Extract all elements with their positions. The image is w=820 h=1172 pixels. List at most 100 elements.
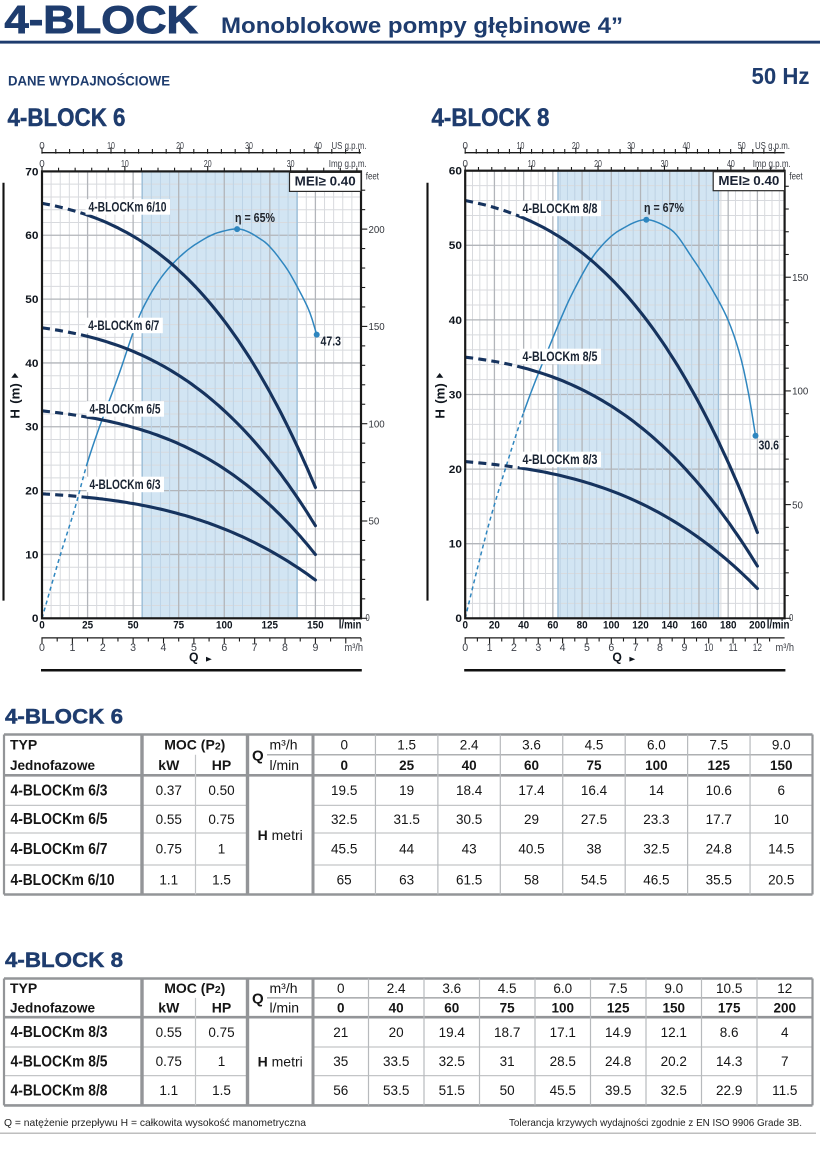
svg-text:10: 10	[107, 141, 115, 152]
svg-text:0.50: 0.50	[208, 783, 234, 798]
svg-text:17.4: 17.4	[518, 783, 545, 798]
svg-text:4-BLOCKm 6/7: 4-BLOCKm 6/7	[88, 317, 159, 333]
svg-text:20: 20	[489, 620, 500, 632]
svg-text:4.5: 4.5	[585, 738, 604, 753]
svg-text:25: 25	[399, 758, 415, 773]
svg-text:10.5: 10.5	[716, 981, 742, 996]
svg-text:43: 43	[462, 842, 477, 857]
svg-text:150: 150	[770, 758, 793, 773]
svg-text:30: 30	[449, 389, 462, 401]
svg-text:44: 44	[399, 842, 415, 857]
svg-text:8: 8	[657, 642, 663, 654]
svg-text:22.9: 22.9	[716, 1083, 742, 1098]
svg-text:Q: Q	[252, 747, 264, 764]
svg-text:m³/h: m³/h	[270, 737, 298, 753]
svg-text:TYP: TYP	[10, 980, 37, 996]
svg-text:54.5: 54.5	[581, 873, 607, 888]
svg-text:40: 40	[449, 315, 462, 327]
svg-text:0.75: 0.75	[208, 1025, 234, 1040]
svg-text:0.55: 0.55	[156, 1025, 182, 1040]
svg-text:20: 20	[25, 486, 38, 498]
svg-text:4.5: 4.5	[498, 981, 517, 996]
svg-text:16.4: 16.4	[581, 783, 608, 798]
svg-text:0: 0	[462, 159, 468, 170]
svg-text:4-BLOCKm 8/8: 4-BLOCKm 8/8	[523, 200, 598, 216]
svg-text:12: 12	[777, 981, 792, 996]
svg-text:3: 3	[535, 642, 541, 654]
svg-text:1.1: 1.1	[159, 873, 178, 888]
svg-text:kW: kW	[158, 1000, 180, 1016]
svg-text:1: 1	[218, 842, 226, 857]
svg-text:Jednofazowe: Jednofazowe	[10, 1000, 95, 1016]
svg-text:53.5: 53.5	[383, 1083, 409, 1098]
svg-text:Imp g.p.m.: Imp g.p.m.	[329, 159, 367, 170]
svg-text:40: 40	[314, 141, 322, 152]
svg-text:2: 2	[511, 642, 517, 654]
svg-text:46.5: 46.5	[643, 873, 669, 888]
svg-text:5: 5	[584, 642, 590, 654]
svg-text:20: 20	[572, 141, 580, 152]
svg-text:150: 150	[369, 322, 385, 333]
svg-text:3.6: 3.6	[522, 738, 541, 753]
svg-text:14.5: 14.5	[768, 842, 794, 857]
svg-text:3.6: 3.6	[442, 981, 461, 996]
svg-text:63: 63	[399, 873, 414, 888]
svg-text:0: 0	[366, 613, 371, 624]
svg-text:140: 140	[661, 620, 678, 632]
svg-text:21: 21	[333, 1025, 348, 1040]
svg-text:4-BLOCK 6: 4-BLOCK 6	[5, 704, 123, 728]
svg-text:MEI≥ 0.40: MEI≥ 0.40	[718, 173, 779, 188]
svg-text:8.6: 8.6	[720, 1025, 739, 1040]
svg-text:0: 0	[39, 141, 45, 152]
svg-text:20.2: 20.2	[661, 1054, 687, 1069]
svg-text:0: 0	[462, 642, 468, 654]
svg-text:0: 0	[789, 613, 794, 624]
svg-text:50: 50	[369, 517, 380, 528]
svg-text:60: 60	[444, 1001, 459, 1016]
svg-text:4-BLOCK 8: 4-BLOCK 8	[5, 948, 123, 972]
svg-text:0.37: 0.37	[156, 783, 182, 798]
svg-text:4-BLOCKm 8/3: 4-BLOCKm 8/3	[11, 1024, 108, 1041]
svg-text:40: 40	[25, 358, 38, 370]
svg-text:50: 50	[792, 500, 803, 511]
svg-text:56: 56	[333, 1083, 348, 1098]
svg-text:60: 60	[449, 166, 462, 178]
svg-text:35: 35	[333, 1054, 348, 1069]
svg-text:0: 0	[337, 981, 345, 996]
svg-text:14: 14	[649, 783, 665, 798]
svg-text:US g.p.m.: US g.p.m.	[332, 141, 367, 152]
svg-text:1: 1	[69, 642, 75, 654]
svg-text:10: 10	[121, 159, 129, 170]
svg-text:1.5: 1.5	[212, 873, 231, 888]
svg-text:9: 9	[681, 642, 687, 654]
svg-text:0: 0	[39, 620, 45, 632]
svg-text:100: 100	[792, 387, 808, 398]
svg-text:1: 1	[487, 642, 493, 654]
svg-text:H(m): H(m)	[432, 383, 447, 418]
svg-text:2: 2	[100, 642, 106, 654]
svg-text:Jednofazowe: Jednofazowe	[10, 757, 95, 773]
svg-text:9: 9	[312, 642, 318, 654]
svg-text:0: 0	[340, 738, 348, 753]
svg-text:20: 20	[176, 141, 184, 152]
svg-text:14.3: 14.3	[716, 1054, 742, 1069]
svg-text:6.0: 6.0	[553, 981, 572, 996]
svg-text:17.1: 17.1	[550, 1025, 576, 1040]
svg-text:4: 4	[781, 1025, 789, 1040]
svg-text:17.7: 17.7	[706, 812, 732, 827]
svg-text:US g.p.m.: US g.p.m.	[755, 141, 790, 152]
svg-text:4-BLOCKm 8/8: 4-BLOCKm 8/8	[11, 1083, 108, 1100]
svg-text:η = 65%: η = 65%	[235, 210, 276, 225]
svg-text:MOC (P2): MOC (P2)	[164, 737, 225, 753]
svg-text:14.9: 14.9	[605, 1025, 631, 1040]
svg-text:η = 67%: η = 67%	[644, 200, 685, 215]
svg-text:30: 30	[627, 141, 635, 152]
svg-text:6: 6	[778, 783, 786, 798]
svg-text:40: 40	[462, 758, 477, 773]
svg-text:9.0: 9.0	[772, 738, 791, 753]
svg-text:6.0: 6.0	[647, 738, 666, 753]
svg-text:75: 75	[173, 620, 184, 632]
svg-text:19.5: 19.5	[331, 783, 357, 798]
svg-text:2.4: 2.4	[387, 981, 406, 996]
svg-text:25: 25	[82, 620, 93, 632]
